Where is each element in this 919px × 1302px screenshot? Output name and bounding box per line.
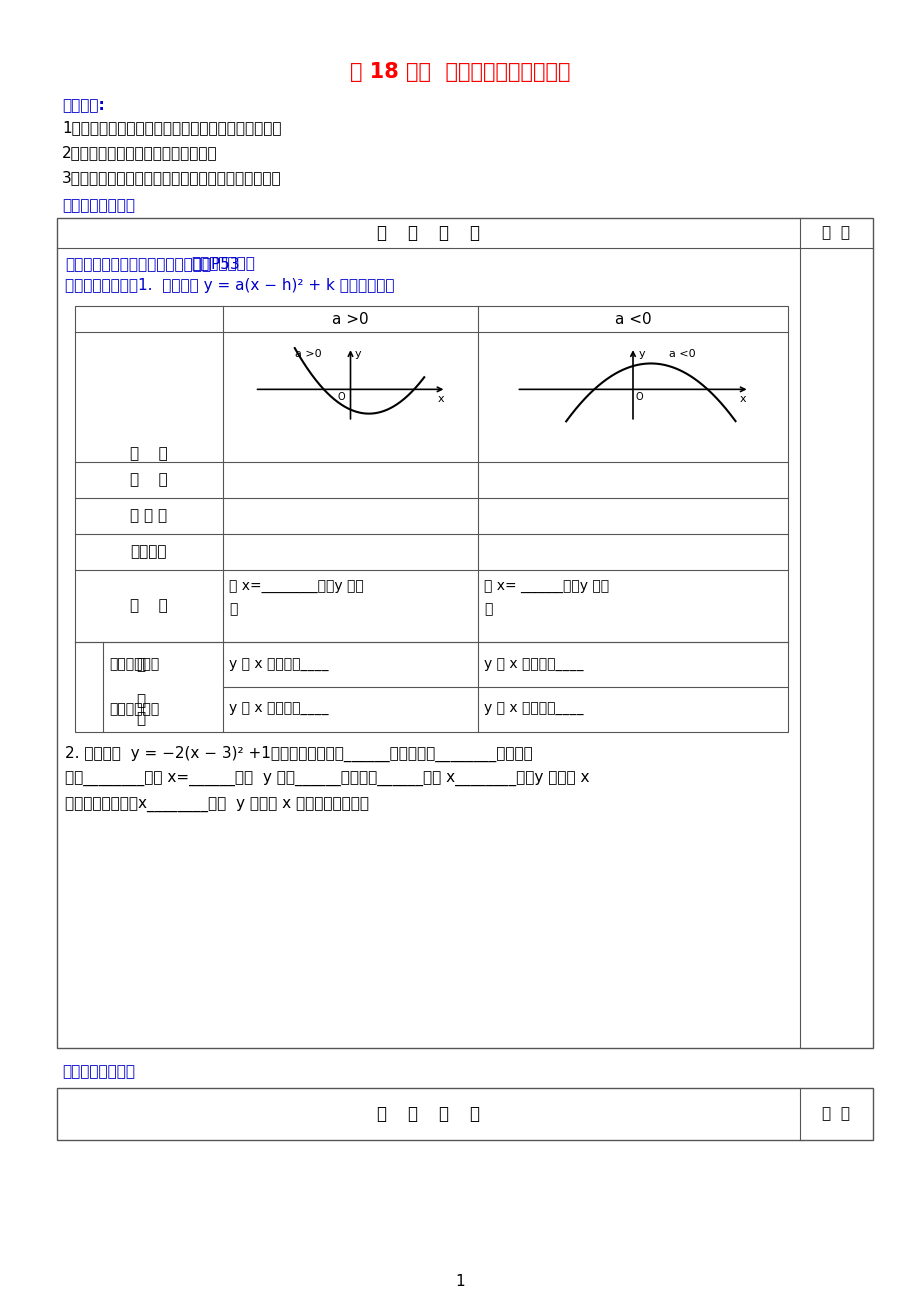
Text: 增: 增 <box>136 658 145 672</box>
Text: 値的增大而减小；x________时，  y 的値随 x 値的增大而增大。: 値的增大而减小；x________时， y 的値随 x 値的增大而增大。 <box>65 798 369 812</box>
Text: 1: 1 <box>455 1273 464 1289</box>
Text: 请先认真阅读并完成《中考总复习》P53: 请先认真阅读并完成《中考总复习》P53 <box>65 256 239 271</box>
Text: 当 x= ______时，y 有最: 当 x= ______时，y 有最 <box>483 579 608 594</box>
Text: 在对称轴左侧: 在对称轴左侧 <box>108 658 159 672</box>
Text: 减
性: 减 性 <box>136 693 145 725</box>
Text: y 随 x 的增大而____: y 随 x 的增大而____ <box>483 658 583 672</box>
Text: 模块二：交流研讨: 模块二：交流研讨 <box>62 1064 135 1079</box>
Text: y 随 x 的增大而____: y 随 x 的增大而____ <box>483 703 583 716</box>
Text: 研    讨    内    容: 研 讨 内 容 <box>377 1105 480 1124</box>
Bar <box>57 217 872 1048</box>
Text: 摘  记: 摘 记 <box>822 225 849 241</box>
Text: 最    値: 最 値 <box>130 599 167 613</box>
Text: a <0: a <0 <box>614 311 651 327</box>
Text: 模块一：自主学习: 模块一：自主学习 <box>62 198 135 214</box>
Text: 摘  记: 摘 记 <box>822 1107 849 1121</box>
Text: 2、根据性质，会做二次函数平移问题: 2、根据性质，会做二次函数平移问题 <box>62 145 218 160</box>
Text: 第 18 课时  二次函数的图象与性质: 第 18 课时 二次函数的图象与性质 <box>349 62 570 82</box>
Bar <box>57 1088 872 1141</box>
Text: 值: 值 <box>483 602 492 616</box>
Text: 当 x=________时，y 有最: 当 x=________时，y 有最 <box>229 579 363 594</box>
Text: 3、利用二次函数的图像与性质，解决一些实际问题。: 3、利用二次函数的图像与性质，解决一些实际问题。 <box>62 171 281 185</box>
Text: 学    习    内    容: 学 习 内 容 <box>377 224 480 242</box>
Text: y 随 x 的增大而____: y 随 x 的增大而____ <box>229 703 328 716</box>
Text: 开    口: 开 口 <box>130 473 167 487</box>
Text: 对 称 轴: 对 称 轴 <box>130 509 167 523</box>
Text: 2. 二次函数  y = −2(x − 3)² +1图像的开口方向是______，对称轴是________，顶点坐: 2. 二次函数 y = −2(x − 3)² +1图像的开口方向是______，… <box>65 746 532 762</box>
Text: 1、说出二次函数的一般形式，二次函数的图像性质；: 1、说出二次函数的一般形式，二次函数的图像性质； <box>62 120 281 135</box>
Text: 学习目的:: 学习目的: <box>62 98 105 113</box>
Text: 再完成下列习题。1.  二次函数 y = a(x − h)² + k 的图像和性质: 再完成下列习题。1. 二次函数 y = a(x − h)² + k 的图像和性质 <box>65 279 394 293</box>
Text: 在对称轴右侧: 在对称轴右侧 <box>108 703 159 716</box>
Text: a >0: a >0 <box>332 311 369 327</box>
Text: 值: 值 <box>229 602 237 616</box>
Text: 图    象: 图 象 <box>130 447 167 461</box>
Text: 顶点坐标: 顶点坐标 <box>130 544 167 560</box>
Bar <box>75 306 788 732</box>
Text: y 随 x 的增大而____: y 随 x 的增大而____ <box>229 658 328 672</box>
Text: 《知识梳理》。: 《知识梳理》。 <box>191 256 255 271</box>
Text: 标是________，当 x=______时，  y 有最______値，且为______；当 x________时，y 的値随 x: 标是________，当 x=______时， y 有最______値，且为__… <box>65 772 589 786</box>
